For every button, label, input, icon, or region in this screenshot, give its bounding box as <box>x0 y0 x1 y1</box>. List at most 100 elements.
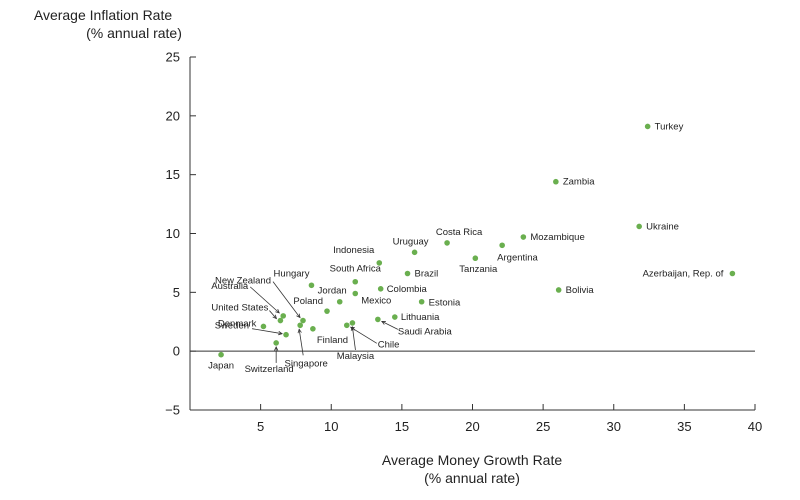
point-label-brazil: Brazil <box>415 269 439 280</box>
x-tick-label: 25 <box>536 419 550 434</box>
y-tick-label: 25 <box>166 50 180 65</box>
point-label-zambia: Zambia <box>563 177 595 188</box>
point-label-hungary: Hungary <box>274 268 310 279</box>
point-label-singapore: Singapore <box>285 358 328 369</box>
point-tanzania <box>472 255 479 262</box>
x-tick-label: 30 <box>607 419 621 434</box>
point-label-azerbaijan-rep-of: Azerbaijan, Rep. of <box>643 269 724 280</box>
point-label-ukraine: Ukraine <box>646 221 679 232</box>
point-label-finland: Finland <box>317 335 348 346</box>
point-label-costa-rica: Costa Rica <box>436 227 483 238</box>
point-hungary <box>308 282 315 289</box>
point-zambia <box>553 178 559 185</box>
point-label-jordan: Jordan <box>318 286 347 297</box>
point-malaysia <box>349 320 356 326</box>
point-sweden <box>283 331 289 338</box>
point-estonia <box>418 298 425 305</box>
point-label-japan: Japan <box>208 361 234 372</box>
leader-arrow-sweden <box>278 331 283 336</box>
point-label-mozambique: Mozambique <box>530 232 584 243</box>
point-denmark <box>260 323 267 330</box>
point-azerbaijan-rep-of <box>729 270 736 277</box>
point-label-argentina: Argentina <box>497 252 538 263</box>
leader-line-malaysia <box>352 326 356 350</box>
point-label-tanzania: Tanzania <box>459 264 498 275</box>
leader-line-saudi-arabia <box>381 321 399 330</box>
point-label-denmark: Denmark <box>218 318 257 329</box>
point-label-indonesia: Indonesia <box>333 245 375 256</box>
leader-arrow-new-zealand <box>296 313 301 319</box>
point-australia <box>280 313 287 319</box>
y-tick-label: 5 <box>173 285 180 300</box>
leader-arrow-saudi-arabia <box>381 320 386 325</box>
point-singapore <box>297 322 303 329</box>
leader-line-singapore <box>298 329 304 356</box>
point-label-new-zealand: New Zealand <box>215 276 271 287</box>
point-indonesia <box>376 260 383 266</box>
point-label-chile: Chile <box>378 339 400 350</box>
leader-arrow-switzerland <box>274 346 279 351</box>
point-mexico <box>352 290 359 297</box>
y-tick-label: −5 <box>165 403 180 418</box>
point-japan <box>218 351 224 358</box>
x-tick-label: 35 <box>677 419 691 434</box>
leader-lines <box>249 281 399 363</box>
point-poland <box>324 308 330 314</box>
x-tick-label: 5 <box>257 419 264 434</box>
point-ukraine <box>636 223 642 230</box>
point-south-africa <box>352 278 359 285</box>
point-united-states <box>277 317 284 324</box>
point-label-south-africa: South Africa <box>330 264 382 275</box>
point-label-poland: Poland <box>293 296 323 307</box>
x-tick-label: 15 <box>395 419 409 434</box>
point-uruguay <box>411 249 418 256</box>
leader-line-sweden <box>251 328 283 335</box>
point-label-uruguay: Uruguay <box>393 236 429 247</box>
point-bolivia <box>555 287 562 293</box>
point-label-estonia: Estonia <box>429 298 461 309</box>
point-colombia <box>377 286 384 292</box>
leader-line-new-zealand <box>272 281 301 318</box>
leader-line-united-states <box>269 310 277 319</box>
point-label-saudi-arabia: Saudi Arabia <box>398 326 453 337</box>
point-brazil <box>404 270 411 277</box>
point-turkey <box>644 123 651 130</box>
y-tick-label: 20 <box>166 108 180 123</box>
leader-line-chile <box>350 326 377 344</box>
y-axis-title-line2: (% annual rate) <box>86 25 182 41</box>
point-label-colombia: Colombia <box>387 284 428 295</box>
data-points <box>218 123 736 358</box>
point-argentina <box>499 242 505 249</box>
point-lithuania <box>392 314 398 320</box>
leader-arrow-singapore <box>297 328 302 334</box>
point-label-switzerland: Switzerland <box>245 364 294 375</box>
axes: 25 20 15 10 5 0 −5 5 10 15 20 25 30 35 40 <box>165 50 762 435</box>
x-axis-title-line2: (% annual rate) <box>424 470 520 486</box>
x-tick-label: 10 <box>324 419 338 434</box>
point-switzerland <box>273 340 279 346</box>
y-tick-label: 0 <box>173 344 180 359</box>
x-axis-title-line1: Average Money Growth Rate <box>382 452 562 468</box>
leader-arrow-australia <box>275 309 280 314</box>
point-label-australia: Australia <box>211 281 249 292</box>
point-label-mexico: Mexico <box>361 296 391 307</box>
point-costa-rica <box>444 240 450 246</box>
y-axis-title-line1: Average Inflation Rate <box>34 7 172 23</box>
point-saudi-arabia <box>375 316 381 323</box>
point-jordan <box>336 298 343 305</box>
point-label-turkey: Turkey <box>655 121 684 132</box>
point-label-sweden: Sweden <box>215 321 249 332</box>
point-chile <box>343 322 350 329</box>
point-finland <box>310 326 316 332</box>
point-label-united-states: United States <box>211 303 268 314</box>
y-tick-label: 10 <box>166 226 180 241</box>
x-tick-label: 20 <box>465 419 479 434</box>
x-tick-label: 40 <box>748 419 762 434</box>
point-mozambique <box>520 234 527 240</box>
point-new-zealand <box>300 317 306 324</box>
y-tick-label: 15 <box>166 167 180 182</box>
leader-arrow-united-states <box>272 314 278 320</box>
point-label-malaysia: Malaysia <box>337 351 375 362</box>
